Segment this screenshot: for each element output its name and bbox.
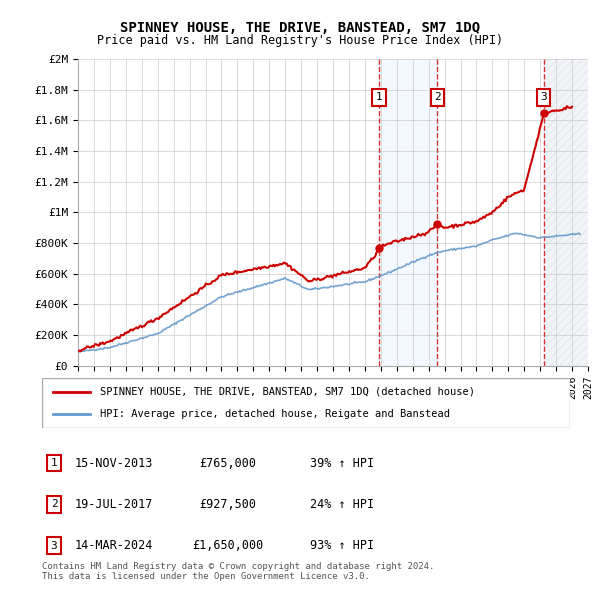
Text: 15-NOV-2013: 15-NOV-2013 — [75, 457, 153, 470]
Text: Contains HM Land Registry data © Crown copyright and database right 2024.
This d: Contains HM Land Registry data © Crown c… — [42, 562, 434, 581]
Text: 2: 2 — [434, 93, 441, 102]
Text: 19-JUL-2017: 19-JUL-2017 — [75, 498, 153, 511]
Text: 1: 1 — [50, 458, 58, 468]
Text: Price paid vs. HM Land Registry's House Price Index (HPI): Price paid vs. HM Land Registry's House … — [97, 34, 503, 47]
Text: 39% ↑ HPI: 39% ↑ HPI — [310, 457, 374, 470]
Text: HPI: Average price, detached house, Reigate and Banstead: HPI: Average price, detached house, Reig… — [100, 409, 450, 419]
Text: £1,650,000: £1,650,000 — [193, 539, 263, 552]
Text: SPINNEY HOUSE, THE DRIVE, BANSTEAD, SM7 1DQ: SPINNEY HOUSE, THE DRIVE, BANSTEAD, SM7 … — [120, 21, 480, 35]
Text: £927,500: £927,500 — [199, 498, 257, 511]
Text: 3: 3 — [540, 93, 547, 102]
FancyBboxPatch shape — [42, 378, 570, 428]
Text: 2: 2 — [50, 500, 58, 509]
Bar — [379, 59, 437, 366]
Text: 24% ↑ HPI: 24% ↑ HPI — [310, 498, 374, 511]
Text: 14-MAR-2024: 14-MAR-2024 — [75, 539, 153, 552]
Text: 1: 1 — [376, 93, 382, 102]
Bar — [544, 59, 588, 366]
Text: 3: 3 — [50, 541, 58, 550]
Text: 93% ↑ HPI: 93% ↑ HPI — [310, 539, 374, 552]
Text: SPINNEY HOUSE, THE DRIVE, BANSTEAD, SM7 1DQ (detached house): SPINNEY HOUSE, THE DRIVE, BANSTEAD, SM7 … — [100, 386, 475, 396]
Text: £765,000: £765,000 — [199, 457, 257, 470]
